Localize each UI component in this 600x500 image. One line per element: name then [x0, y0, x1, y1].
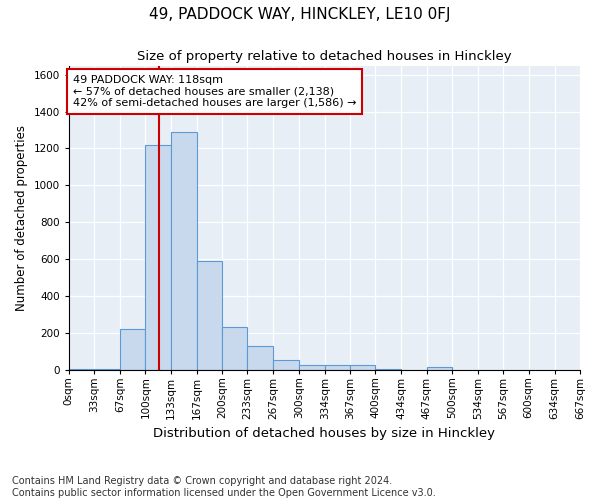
- Bar: [197, 261, 222, 370]
- Bar: [376, 368, 401, 370]
- Text: Contains HM Land Registry data © Crown copyright and database right 2024.
Contai: Contains HM Land Registry data © Crown c…: [12, 476, 436, 498]
- Y-axis label: Number of detached properties: Number of detached properties: [15, 124, 28, 310]
- X-axis label: Distribution of detached houses by size in Hinckley: Distribution of detached houses by size …: [154, 427, 496, 440]
- Bar: [325, 365, 350, 370]
- Text: 49, PADDOCK WAY, HINCKLEY, LE10 0FJ: 49, PADDOCK WAY, HINCKLEY, LE10 0FJ: [149, 8, 451, 22]
- Bar: [145, 145, 171, 370]
- Bar: [120, 329, 145, 370]
- Bar: [171, 132, 197, 370]
- Bar: [299, 365, 325, 370]
- Bar: [69, 368, 94, 370]
- Bar: [94, 368, 120, 370]
- Bar: [350, 365, 376, 370]
- Bar: [274, 360, 299, 370]
- Text: 49 PADDOCK WAY: 118sqm
← 57% of detached houses are smaller (2,138)
42% of semi-: 49 PADDOCK WAY: 118sqm ← 57% of detached…: [73, 75, 356, 108]
- Bar: [222, 327, 247, 370]
- Title: Size of property relative to detached houses in Hinckley: Size of property relative to detached ho…: [137, 50, 512, 63]
- Bar: [247, 346, 274, 370]
- Bar: [427, 367, 452, 370]
